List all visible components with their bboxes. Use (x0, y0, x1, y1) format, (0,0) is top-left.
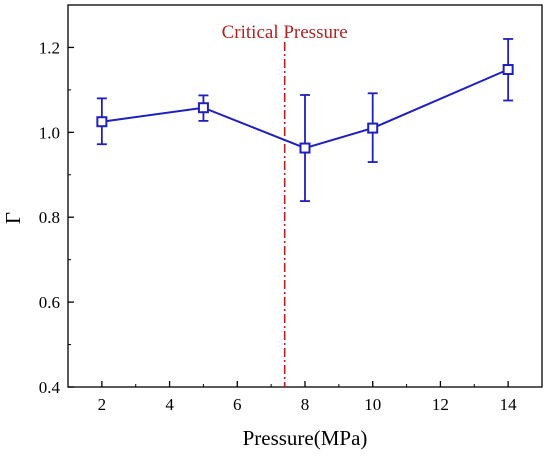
y-tick-label: 0.6 (39, 293, 60, 312)
x-axis-title: Pressure(MPa) (243, 426, 368, 450)
data-point (299, 142, 311, 154)
x-tick-label: 4 (165, 395, 174, 414)
x-tick-label: 8 (301, 395, 310, 414)
data-point (367, 122, 379, 134)
y-tick-label: 1.2 (39, 38, 60, 57)
x-tick-label: 10 (364, 395, 381, 414)
y-axis-ticks: 0.4 0.6 0.8 1.0 1.2 (39, 4, 74, 397)
y-tick-label: 0.4 (39, 378, 61, 397)
y-tick-label: 0.8 (39, 208, 60, 227)
data-point (197, 102, 209, 114)
x-tick-label: 12 (432, 395, 449, 414)
x-tick-label: 14 (500, 395, 518, 414)
x-axis-ticks: 2 4 6 8 10 12 14 (67, 381, 543, 414)
x-tick-label: 6 (233, 395, 242, 414)
data-point (502, 64, 514, 76)
x-tick-label: 2 (98, 395, 107, 414)
y-tick-label: 1.0 (39, 123, 60, 142)
critical-pressure-label: Critical Pressure (222, 22, 348, 43)
data-point (96, 116, 108, 128)
data-series (96, 38, 514, 202)
y-axis-title: Γ (1, 212, 25, 224)
annotations: Critical Pressure (222, 22, 348, 387)
